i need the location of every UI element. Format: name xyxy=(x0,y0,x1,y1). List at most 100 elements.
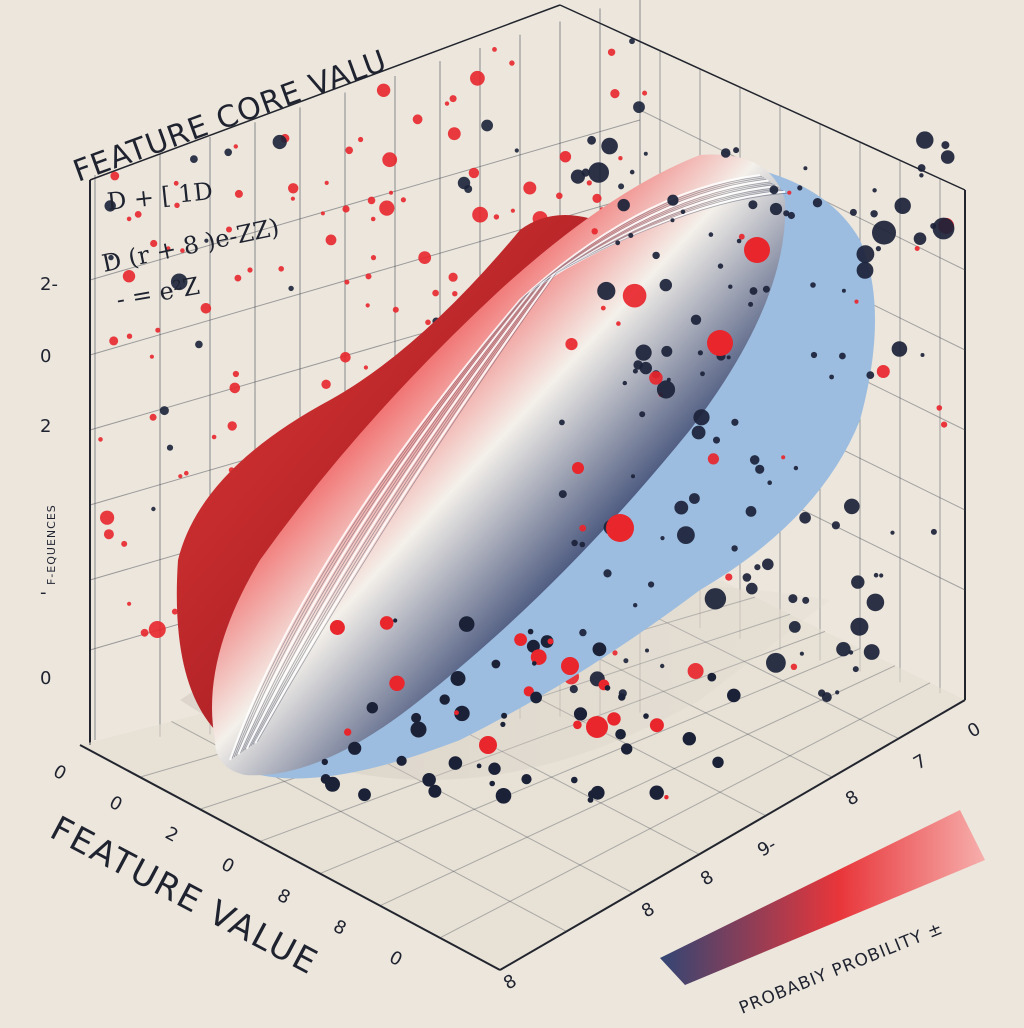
scatter-point xyxy=(444,101,450,106)
scatter-point xyxy=(790,663,798,670)
scatter-point xyxy=(940,150,955,164)
scatter-point xyxy=(479,736,497,754)
scatter-points-front xyxy=(320,131,955,804)
scatter-point xyxy=(488,762,501,775)
scatter-point xyxy=(863,644,880,660)
scatter-point xyxy=(615,240,621,246)
scatter-point xyxy=(171,608,178,615)
scatter-point xyxy=(234,274,242,282)
scatter-point xyxy=(320,774,331,784)
scatter-point xyxy=(793,465,799,471)
scatter-point xyxy=(664,795,669,800)
scatter-point xyxy=(573,707,588,721)
contour-line xyxy=(240,181,771,754)
scatter-point xyxy=(618,156,623,161)
scatter-point xyxy=(514,148,519,153)
contour-line xyxy=(250,188,782,747)
scatter-point xyxy=(195,340,203,349)
contour-line xyxy=(256,192,788,742)
scatter-point xyxy=(586,716,608,738)
axis-edge-front-left xyxy=(79,744,501,971)
scatter-point xyxy=(661,345,673,357)
scatter-point xyxy=(913,232,927,245)
scatter-point xyxy=(787,211,796,220)
scatter-point xyxy=(623,658,629,664)
tick-label-z: 2- xyxy=(40,274,58,295)
scatter-point xyxy=(204,238,209,243)
scatter-point xyxy=(746,582,758,595)
contour-line xyxy=(245,185,777,750)
scatter-point xyxy=(618,183,625,190)
scatter-point xyxy=(738,233,745,240)
scatter-point xyxy=(603,569,612,578)
scatter-point xyxy=(571,776,578,784)
scatter-point xyxy=(110,171,120,181)
scatter-point xyxy=(358,136,364,143)
surface-main-band xyxy=(212,154,786,776)
tick-label-x: 0 xyxy=(386,947,406,971)
scatter-point xyxy=(693,409,710,426)
scatter-point xyxy=(632,368,638,374)
scatter-point xyxy=(839,352,846,360)
scatter-point xyxy=(802,596,810,604)
scatter-point xyxy=(365,303,370,308)
scatter-point xyxy=(592,193,602,203)
scatter-point xyxy=(697,350,704,356)
scatter-point xyxy=(633,603,638,608)
scatter-point xyxy=(769,202,783,216)
tick-label-z: 0 xyxy=(40,668,51,689)
scatter-point xyxy=(941,141,950,150)
tick-label-y: 8 xyxy=(842,786,862,810)
scatter-point xyxy=(365,273,372,280)
scatter-point xyxy=(629,169,635,175)
scatter-point xyxy=(173,180,179,186)
scatter-point xyxy=(452,291,458,297)
scatter-point xyxy=(224,148,232,157)
scatter-point xyxy=(579,541,586,548)
scatter-point xyxy=(370,216,376,222)
scatter-point xyxy=(588,162,609,183)
scatter-point xyxy=(762,285,770,293)
scatter-point xyxy=(233,144,238,149)
scatter-point xyxy=(831,521,841,530)
scatter-point xyxy=(151,506,156,512)
scatter-point xyxy=(448,272,458,282)
scatter-point xyxy=(579,628,587,637)
scatter-point xyxy=(856,262,874,279)
scatter-point xyxy=(866,593,885,612)
scatter-point xyxy=(174,202,180,208)
scatter-point xyxy=(389,190,393,195)
scatter-point xyxy=(190,155,198,164)
scatter-point xyxy=(457,176,471,190)
scatter-point xyxy=(149,413,157,421)
scatter-point xyxy=(707,672,717,682)
scatter-point xyxy=(489,780,496,787)
scatter-point xyxy=(797,185,803,191)
scatter-point xyxy=(454,705,470,722)
scatter-point xyxy=(876,365,890,378)
scatter-point xyxy=(565,338,578,351)
contour-line xyxy=(248,187,779,748)
scatter-point xyxy=(788,594,798,604)
scatter-point xyxy=(727,688,741,703)
scatter-point xyxy=(272,134,287,150)
scatter-point xyxy=(666,377,671,382)
scatter-point xyxy=(872,188,877,193)
scatter-point xyxy=(495,788,512,804)
scatter-point xyxy=(744,237,770,263)
contour-line xyxy=(242,183,773,752)
scatter-point xyxy=(227,421,237,431)
scatter-point xyxy=(492,47,497,52)
scatter-point xyxy=(100,510,115,525)
scatter-point xyxy=(930,528,937,535)
scatter-point xyxy=(879,573,884,578)
scatter-point xyxy=(108,254,114,261)
scatter-point xyxy=(348,741,362,755)
scatter-point xyxy=(470,70,485,86)
scatter-point xyxy=(617,198,630,212)
scatter-point xyxy=(667,194,679,206)
scatter-point xyxy=(570,169,586,184)
tick-label-z: 2 xyxy=(40,416,51,437)
scatter-point xyxy=(690,314,702,325)
scatter-point xyxy=(607,48,616,56)
